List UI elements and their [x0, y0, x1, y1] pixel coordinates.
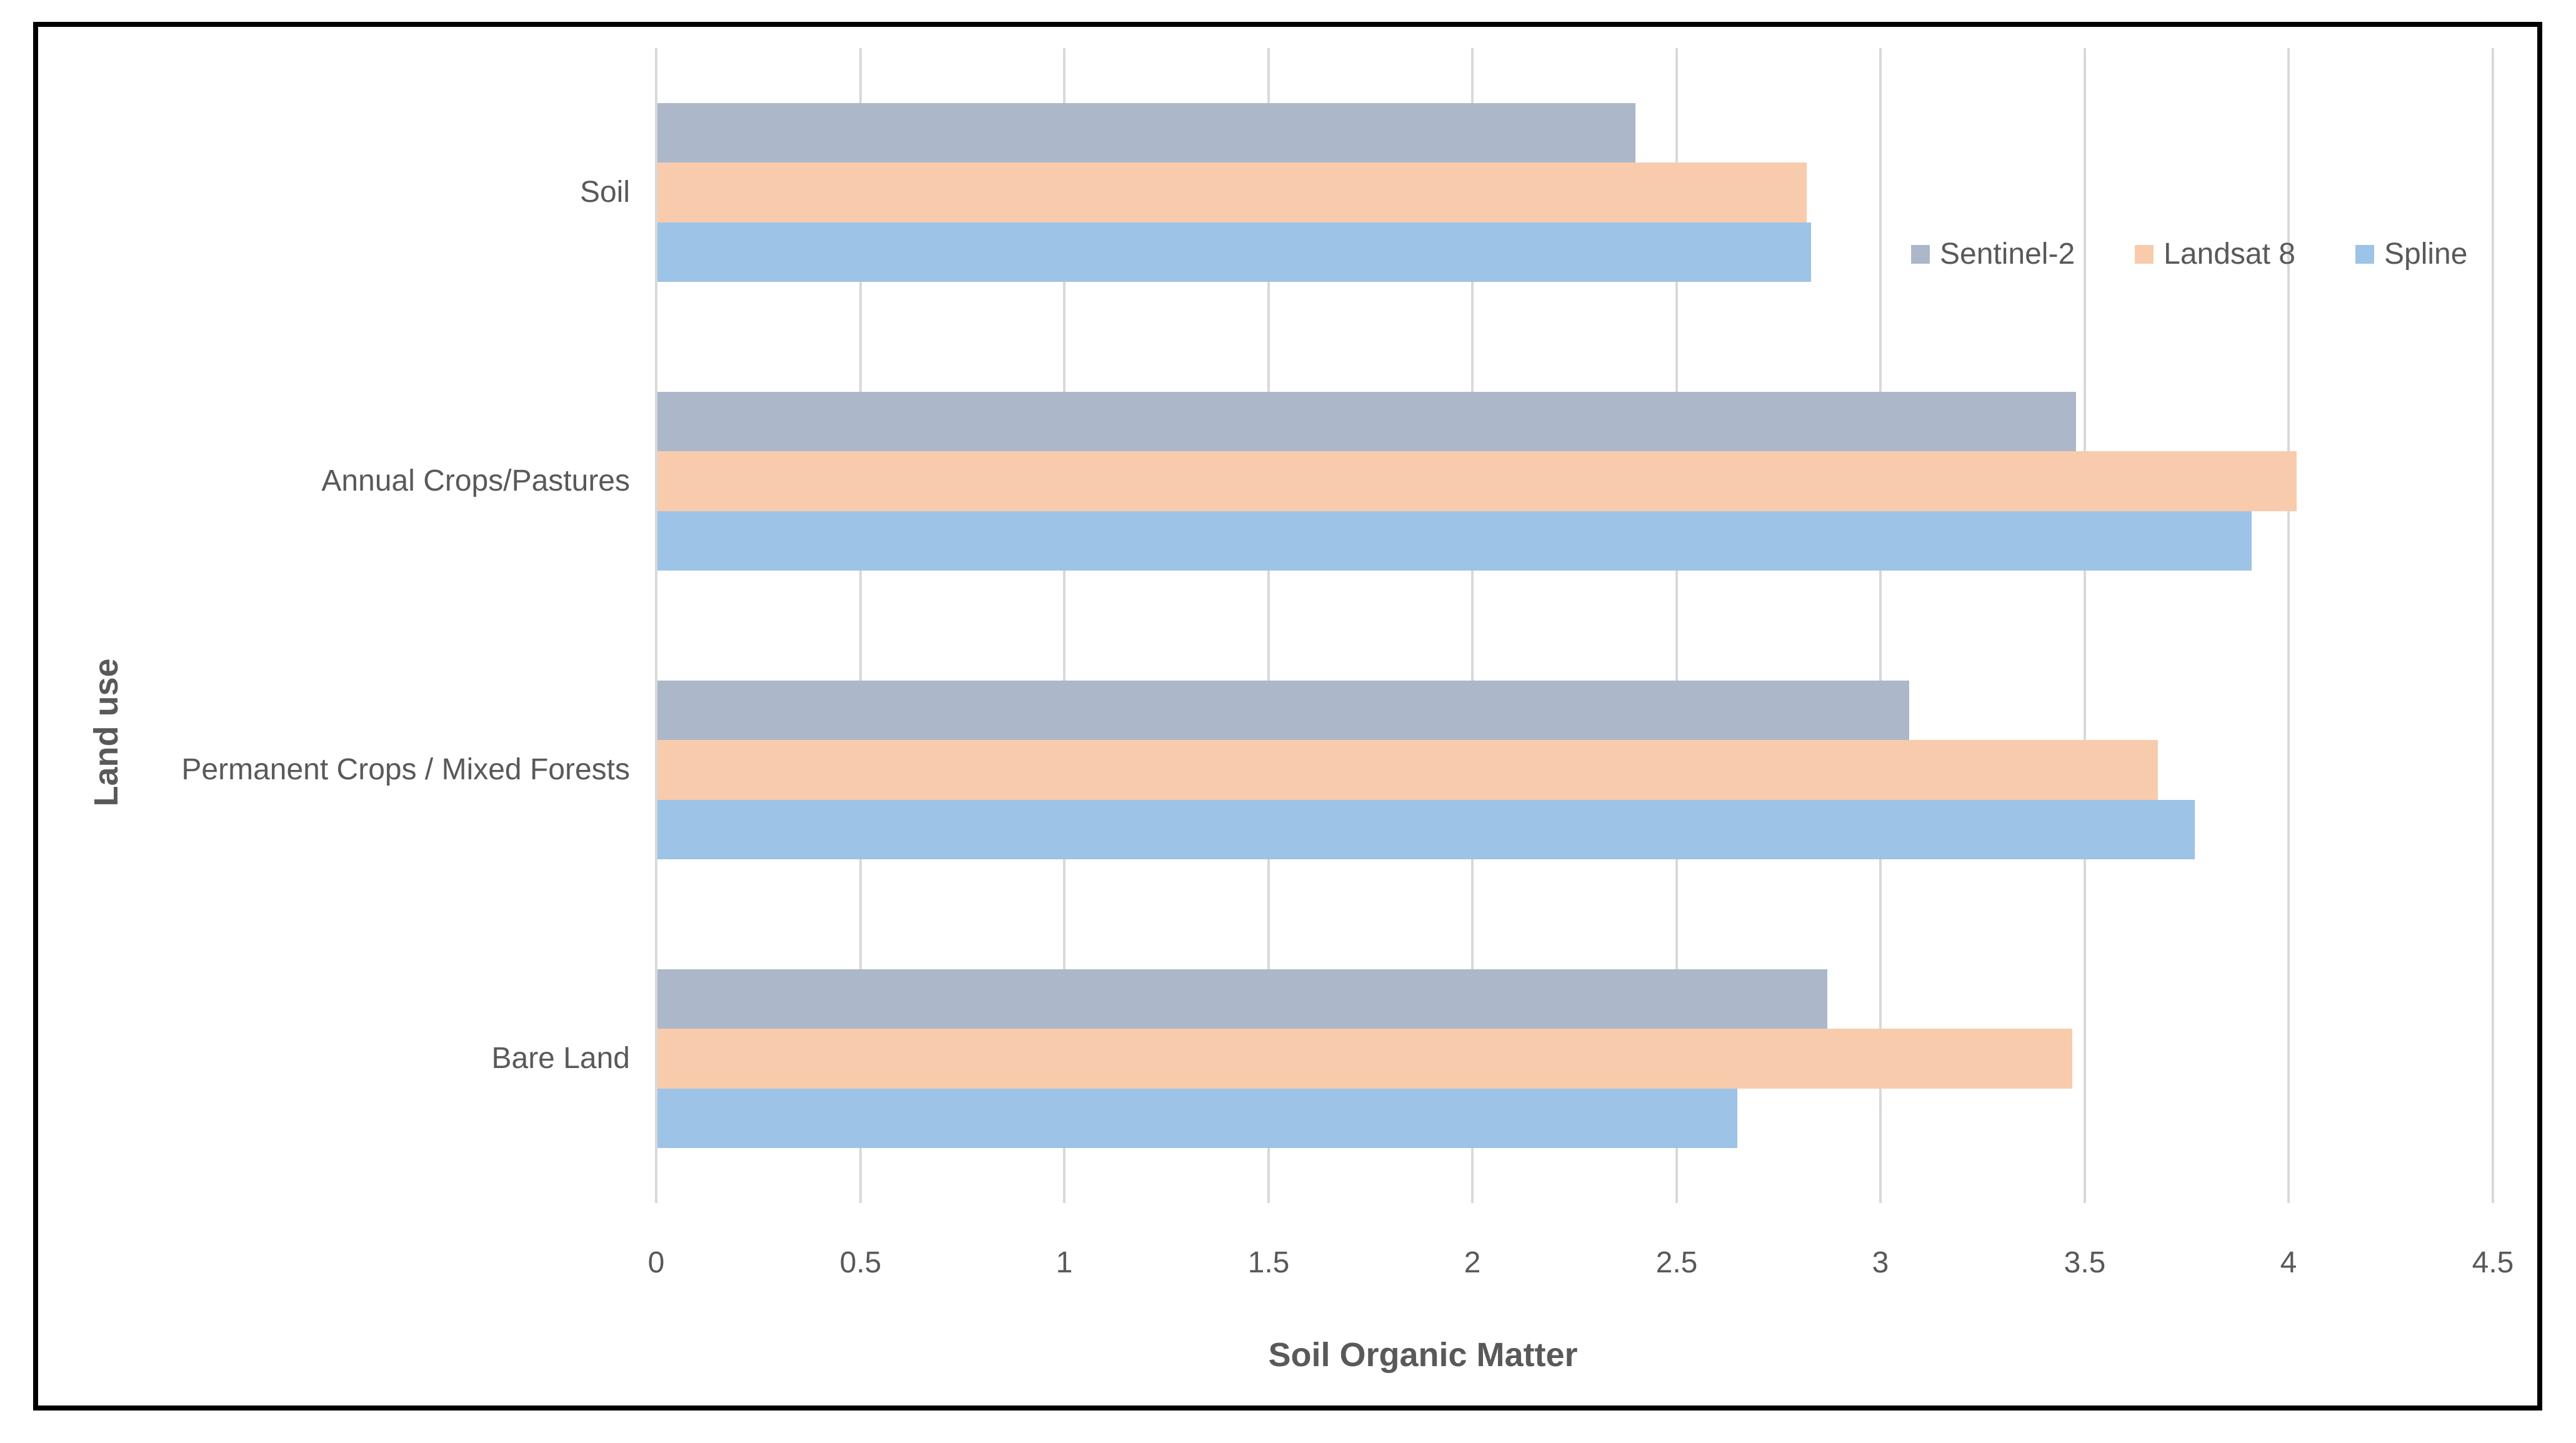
gridline	[1063, 48, 1066, 1203]
gridline	[859, 48, 862, 1203]
gridline	[1267, 48, 1270, 1203]
x-tick-label-2: 2	[1464, 1246, 1481, 1279]
category-label-bare-land: Bare Land	[491, 1042, 630, 1075]
bar-spline-annual-crops-pastures	[657, 511, 2252, 571]
bar-sentinel-2-annual-crops-pastures	[657, 392, 2076, 452]
gridline	[1471, 48, 1474, 1203]
bar-spline-permanent-crops-mixed-forests	[657, 799, 2195, 859]
legend-item-sentinel-2: Sentinel-2	[1911, 237, 2075, 271]
bar-landsat-8-annual-crops-pastures	[657, 451, 2297, 511]
category-label-annual-crops-pastures: Annual Crops/Pastures	[321, 464, 630, 497]
legend-label-spline: Spline	[2384, 237, 2468, 271]
x-tick-label-3-5: 3.5	[2064, 1246, 2106, 1279]
gridline	[1675, 48, 1678, 1203]
legend-marker-spline-icon	[2355, 244, 2374, 264]
gridline	[2287, 48, 2290, 1203]
legend-label-landsat-8: Landsat 8	[2164, 237, 2295, 271]
bar-spline-bare-land	[657, 1088, 1737, 1148]
x-tick-label-4: 4	[2280, 1246, 2297, 1279]
x-tick-label-1: 1	[1056, 1246, 1073, 1279]
legend-item-landsat-8: Landsat 8	[2135, 237, 2295, 271]
category-axis-line	[655, 48, 657, 1203]
gridline	[2083, 48, 2086, 1203]
x-tick-label-2-5: 2.5	[1655, 1246, 1698, 1279]
bar-spline-soil	[657, 222, 1811, 282]
bar-sentinel-2-bare-land	[657, 969, 1827, 1029]
legend-item-spline: Spline	[2355, 237, 2467, 271]
y-axis-title: Land use	[87, 658, 125, 807]
legend-label-sentinel-2: Sentinel-2	[1940, 237, 2075, 271]
category-label-soil: Soil	[579, 176, 630, 209]
category-label-permanent-crops-mixed-forests: Permanent Crops / Mixed Forests	[181, 753, 630, 786]
bar-landsat-8-soil	[657, 162, 1807, 222]
legend: Sentinel-2 Landsat 8 Spline	[1911, 231, 2467, 277]
bar-sentinel-2-soil	[657, 103, 1635, 163]
x-tick-label-1-5: 1.5	[1247, 1246, 1290, 1279]
x-axis-title: Soil Organic Matter	[1268, 1336, 1578, 1374]
gridline	[1879, 48, 1882, 1203]
plot-area	[655, 48, 2494, 1203]
bar-sentinel-2-permanent-crops-mixed-forests	[657, 681, 1909, 741]
legend-marker-sentinel-2-icon	[1911, 244, 1930, 264]
gridline	[2491, 48, 2494, 1203]
bar-landsat-8-permanent-crops-mixed-forests	[657, 740, 2158, 800]
x-tick-label-3: 3	[1872, 1246, 1889, 1279]
x-tick-label-0: 0	[647, 1246, 665, 1279]
x-tick-label-4-5: 4.5	[2472, 1246, 2514, 1279]
x-tick-label-0-5: 0.5	[839, 1246, 882, 1279]
bar-landsat-8-bare-land	[657, 1029, 2072, 1089]
legend-marker-landsat-8-icon	[2135, 244, 2154, 264]
